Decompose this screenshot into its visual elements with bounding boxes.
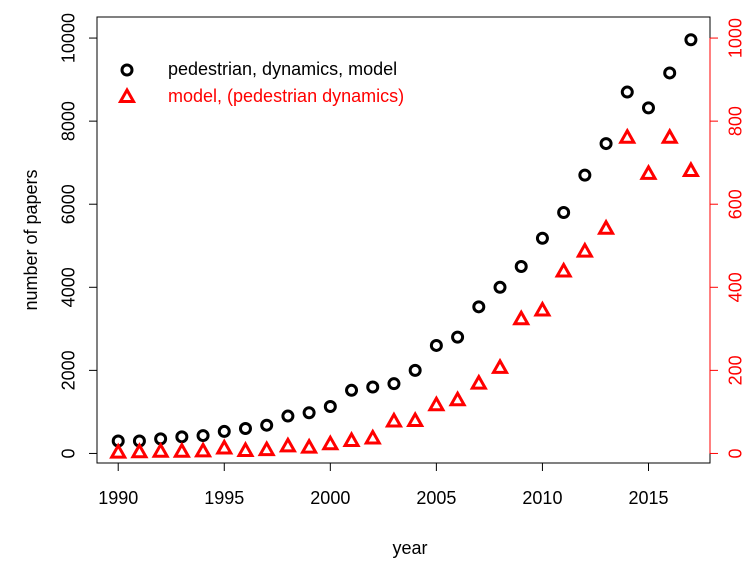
point xyxy=(109,442,128,459)
x-tick-label: 1995 xyxy=(204,488,244,508)
legend-marker xyxy=(120,63,134,77)
point xyxy=(215,438,234,455)
point xyxy=(493,280,507,294)
point xyxy=(278,436,297,453)
y-tick-label: 0 xyxy=(59,448,79,458)
point xyxy=(257,440,276,457)
point xyxy=(514,260,528,274)
point xyxy=(408,363,422,377)
point xyxy=(557,206,571,220)
point xyxy=(429,338,443,352)
point xyxy=(217,424,231,438)
point xyxy=(345,383,359,397)
point xyxy=(641,101,655,115)
y-tick-label: 6000 xyxy=(59,184,79,224)
point xyxy=(599,137,613,151)
x-axis-label: year xyxy=(392,538,427,558)
point xyxy=(196,429,210,443)
point xyxy=(469,373,488,390)
y2-tick-label: 1000 xyxy=(726,18,746,58)
point xyxy=(321,434,340,451)
y-axis-label: number of papers xyxy=(21,169,41,310)
y-tick-label: 8000 xyxy=(59,101,79,141)
point xyxy=(596,218,616,235)
point xyxy=(323,400,337,414)
plot-frame xyxy=(96,16,711,464)
point xyxy=(175,430,189,444)
point xyxy=(535,231,549,245)
point xyxy=(193,441,213,458)
point xyxy=(172,441,191,458)
legend-label: pedestrian, dynamics, model xyxy=(168,59,397,79)
x-tick-label: 2005 xyxy=(416,488,456,508)
point xyxy=(300,437,319,454)
legend-marker xyxy=(117,86,137,103)
point xyxy=(281,409,295,423)
y2-tick-label: 400 xyxy=(726,272,746,302)
point xyxy=(533,300,552,317)
point xyxy=(490,357,510,374)
point xyxy=(684,33,698,47)
point xyxy=(427,395,446,412)
x-tick-label: 2010 xyxy=(522,488,562,508)
point xyxy=(130,442,149,459)
y2-tick-label: 800 xyxy=(726,106,746,136)
point xyxy=(448,390,467,407)
y-tick-label: 10000 xyxy=(59,13,79,63)
y2-tick-label: 200 xyxy=(726,355,746,385)
point xyxy=(554,261,573,278)
point xyxy=(472,300,486,314)
point xyxy=(151,441,170,458)
point xyxy=(302,406,316,420)
x-tick-label: 2000 xyxy=(310,488,350,508)
point xyxy=(578,168,592,182)
point xyxy=(620,85,634,99)
point xyxy=(387,377,401,391)
y2-tick-label: 600 xyxy=(726,189,746,219)
x-tick-label: 2015 xyxy=(628,488,668,508)
point xyxy=(363,428,382,445)
point xyxy=(618,127,637,144)
point xyxy=(366,380,380,394)
point xyxy=(384,411,404,428)
point xyxy=(451,330,465,344)
legend-label: model, (pedestrian dynamics) xyxy=(168,86,404,106)
point xyxy=(681,160,700,177)
point xyxy=(236,440,255,457)
y-tick-label: 4000 xyxy=(59,267,79,307)
x-tick-label: 1990 xyxy=(98,488,138,508)
point xyxy=(260,418,274,432)
point xyxy=(238,422,252,436)
point xyxy=(512,309,531,326)
point xyxy=(406,410,425,428)
point xyxy=(575,241,594,258)
point xyxy=(342,430,361,447)
y-tick-label: 2000 xyxy=(59,350,79,390)
y2-tick-label: 0 xyxy=(726,448,746,458)
point xyxy=(663,66,677,80)
point xyxy=(660,127,679,144)
point xyxy=(639,163,658,180)
